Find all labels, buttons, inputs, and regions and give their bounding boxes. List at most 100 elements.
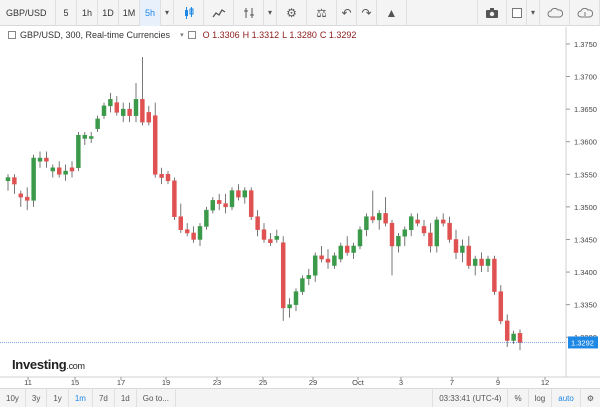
candle-body [383, 213, 388, 224]
x-tick-label: 19 [162, 378, 170, 387]
candle-body [319, 255, 324, 260]
redo-icon[interactable]: ↷ [357, 0, 377, 26]
candle-body [428, 232, 433, 247]
drawing-dropdown-icon[interactable]: ▾ [264, 0, 277, 26]
price-chart[interactable]: 1.3750 1.3700 1.3650 1.3600 1.3550 1.3500 1.34… [0, 27, 600, 387]
candle-body [287, 304, 292, 309]
candle-body [485, 258, 491, 266]
candle-body [466, 245, 472, 266]
clock-readout: 03:33:41 (UTC-4) [432, 388, 507, 407]
range-3y[interactable]: 3y [26, 388, 48, 407]
candle-body [255, 216, 260, 230]
compare-icon[interactable]: ⚖ [307, 0, 337, 26]
candle-body [338, 245, 344, 260]
candle-body [472, 258, 478, 266]
indicators-icon[interactable] [204, 0, 234, 26]
candle-body [140, 99, 145, 123]
y-tick-label: 1.3400 [574, 268, 597, 277]
candle-body [460, 245, 465, 253]
candle-body [300, 278, 305, 292]
candle-body [120, 108, 126, 116]
interval-5h[interactable]: 5h [140, 0, 161, 26]
candle-body [242, 190, 248, 198]
color-square-icon[interactable] [507, 0, 527, 26]
range-1y[interactable]: 1y [47, 388, 69, 407]
x-tick-label: 29 [309, 378, 317, 387]
candle-body [261, 229, 267, 240]
candle-body [376, 213, 382, 221]
candle-body [204, 209, 209, 227]
cloud-icon[interactable] [540, 0, 570, 26]
legend-open: O 1.3306 [202, 30, 240, 40]
chart-legend: GBP/USD, 300, Real-time Currencies ▾ O 1… [8, 30, 356, 40]
interval-dropdown-icon[interactable]: ▾ [161, 0, 174, 26]
candle-body [114, 102, 120, 113]
candle-body [12, 177, 17, 185]
candle-body [511, 333, 516, 341]
x-tick-label: 9 [496, 378, 500, 387]
candle-body [159, 174, 164, 178]
go-to-button[interactable]: Go to... [137, 388, 176, 407]
candle-body [18, 193, 24, 198]
candle-body [453, 239, 459, 253]
color-dropdown-icon[interactable]: ▾ [527, 0, 540, 26]
logo-suffix: .com [66, 361, 85, 371]
interval-5[interactable]: 5 [56, 0, 77, 26]
camera-icon[interactable] [477, 0, 507, 26]
x-tick-label: 3 [399, 378, 403, 387]
x-tick-label: 7 [450, 378, 454, 387]
range-1m[interactable]: 1m [69, 388, 93, 407]
candle-body [312, 255, 318, 276]
chart-settings-icon[interactable]: ⚙ [579, 388, 600, 407]
bottom-bar: 10y 3y 1y 1m 7d 1d Go to... 03:33:41 (UT… [0, 388, 600, 407]
candle-body [325, 258, 331, 263]
settings-icon[interactable]: ⚙ [277, 0, 307, 26]
symbol-selector[interactable]: GBP/USD [0, 0, 56, 26]
legend-dropdown-icon[interactable]: ▾ [180, 32, 184, 39]
candle-body [178, 216, 184, 230]
candle-body [44, 157, 49, 162]
auto-toggle[interactable]: auto [551, 388, 580, 407]
toolbar-spacer [407, 0, 477, 26]
range-1d[interactable]: 1d [115, 388, 137, 407]
candle-body [357, 229, 363, 247]
drawing-tools-icon[interactable] [234, 0, 264, 26]
x-tick-label: 15 [71, 378, 79, 387]
current-price-label: 1.3292 [571, 338, 594, 347]
candle-body [274, 235, 280, 240]
candle-body [280, 242, 286, 309]
percent-toggle[interactable]: % [507, 388, 527, 407]
y-tick-label: 1.3650 [574, 105, 597, 114]
candle-body [172, 180, 177, 217]
candle-body [364, 216, 369, 230]
candle-body [5, 177, 11, 182]
range-10y[interactable]: 10y [0, 388, 26, 407]
candle-body [95, 118, 100, 129]
alert-icon[interactable]: ▲ [377, 0, 407, 26]
legend-visibility-icon[interactable] [187, 31, 196, 39]
candle-body [216, 200, 222, 204]
legend-high: H 1.3312 [242, 30, 280, 40]
candle-body [50, 167, 56, 172]
cloud-save-icon[interactable] [570, 0, 600, 26]
log-toggle[interactable]: log [527, 388, 552, 407]
range-7d[interactable]: 7d [93, 388, 115, 407]
legend-collapse-icon[interactable] [8, 31, 16, 39]
y-tick-label: 1.3750 [574, 40, 597, 49]
interval-1h[interactable]: 1h [77, 0, 98, 26]
interval-1m[interactable]: 1M [119, 0, 140, 26]
candle-body [229, 190, 235, 208]
candle-body [197, 226, 203, 240]
candle-body [37, 157, 43, 162]
undo-icon[interactable]: ↶ [337, 0, 357, 26]
x-tick-label: 12 [541, 378, 549, 387]
y-tick-label: 1.3550 [574, 170, 597, 179]
candle-body [389, 222, 395, 247]
candle-body [293, 291, 299, 305]
interval-1d[interactable]: 1D [98, 0, 119, 26]
candle-body [184, 229, 190, 234]
price-axis [566, 27, 600, 387]
candle-style-icon[interactable] [174, 0, 204, 26]
candle-body [210, 200, 216, 211]
candle-body [236, 190, 241, 198]
